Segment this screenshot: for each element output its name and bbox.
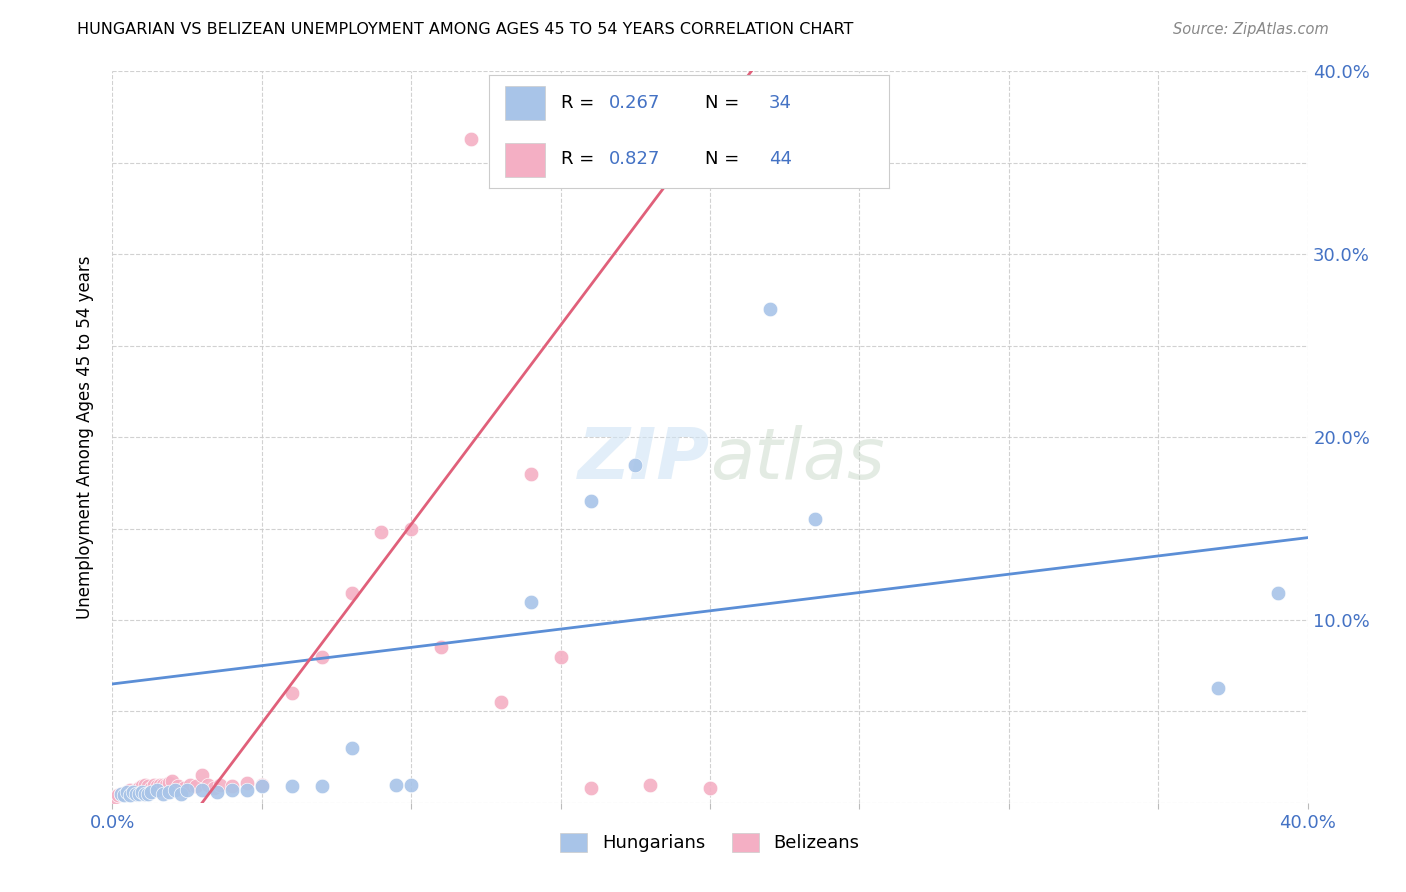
Point xyxy=(281,686,304,700)
Point xyxy=(104,790,127,805)
Point xyxy=(401,521,423,535)
Legend: Hungarians, Belizeans: Hungarians, Belizeans xyxy=(553,826,868,860)
Point xyxy=(699,781,721,796)
Point xyxy=(157,785,180,799)
Point xyxy=(134,787,156,801)
Text: ZIP: ZIP xyxy=(578,425,710,493)
Point xyxy=(110,787,132,801)
Point xyxy=(430,640,453,655)
Point xyxy=(167,780,190,794)
Point xyxy=(489,695,512,709)
Point xyxy=(370,525,392,540)
Point xyxy=(236,775,259,789)
Point xyxy=(579,494,602,508)
Point xyxy=(120,789,142,803)
Point xyxy=(110,787,132,801)
Point xyxy=(221,783,243,797)
Point xyxy=(186,780,208,794)
Point xyxy=(120,783,142,797)
Point xyxy=(114,787,135,801)
Point xyxy=(579,781,602,796)
Point xyxy=(311,780,333,794)
Point xyxy=(385,778,408,792)
Point xyxy=(162,773,183,788)
Point xyxy=(146,783,169,797)
Point xyxy=(1206,681,1229,695)
Point xyxy=(311,649,333,664)
Point xyxy=(460,132,482,146)
Point xyxy=(250,778,273,792)
Point xyxy=(340,740,363,755)
Point xyxy=(173,781,195,796)
Point xyxy=(176,783,198,797)
Point xyxy=(146,780,169,794)
Point xyxy=(117,785,139,799)
Point xyxy=(152,778,174,792)
Point xyxy=(202,781,225,796)
Point xyxy=(131,780,153,794)
Point xyxy=(803,512,825,526)
Point xyxy=(520,594,543,608)
Point xyxy=(550,649,572,664)
Point xyxy=(128,787,150,801)
Point xyxy=(138,787,160,801)
Point xyxy=(134,778,156,792)
Text: Source: ZipAtlas.com: Source: ZipAtlas.com xyxy=(1173,22,1329,37)
Point xyxy=(221,780,243,794)
Point xyxy=(117,785,139,799)
Point xyxy=(209,778,232,792)
Point xyxy=(114,789,135,803)
Text: HUNGARIAN VS BELIZEAN UNEMPLOYMENT AMONG AGES 45 TO 54 YEARS CORRELATION CHART: HUNGARIAN VS BELIZEAN UNEMPLOYMENT AMONG… xyxy=(77,22,853,37)
Point xyxy=(122,785,145,799)
Point xyxy=(141,785,163,799)
Point xyxy=(165,783,187,797)
Point xyxy=(759,301,782,317)
Point xyxy=(131,785,153,799)
Point xyxy=(179,778,201,792)
Point xyxy=(340,585,363,599)
Point xyxy=(157,775,180,789)
Point xyxy=(191,783,214,797)
Point xyxy=(236,783,259,797)
Y-axis label: Unemployment Among Ages 45 to 54 years: Unemployment Among Ages 45 to 54 years xyxy=(76,255,94,619)
Point xyxy=(107,789,129,803)
Point xyxy=(624,458,647,472)
Point xyxy=(125,783,148,797)
Point xyxy=(281,780,304,794)
Point xyxy=(1267,585,1289,599)
Point xyxy=(640,778,662,792)
Point xyxy=(155,778,177,792)
Point xyxy=(125,787,148,801)
Point xyxy=(205,785,228,799)
Point xyxy=(141,781,163,796)
Point xyxy=(170,787,193,801)
Point xyxy=(138,780,160,794)
Point xyxy=(128,781,150,796)
Point xyxy=(197,778,219,792)
Point xyxy=(191,768,214,782)
Point xyxy=(401,778,423,792)
Text: atlas: atlas xyxy=(710,425,884,493)
Point xyxy=(149,778,172,792)
Point xyxy=(250,780,273,794)
Point xyxy=(143,778,166,792)
Point xyxy=(152,787,174,801)
Point xyxy=(122,785,145,799)
Point xyxy=(520,467,543,481)
